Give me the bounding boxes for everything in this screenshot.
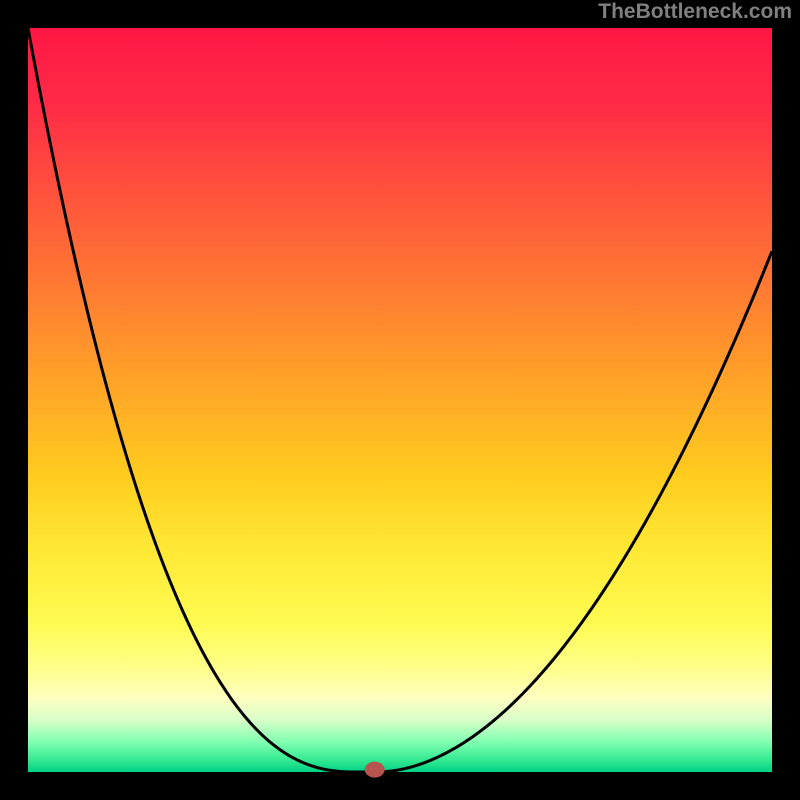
plot-background xyxy=(28,28,772,772)
chart-container: TheBottleneck.com xyxy=(0,0,800,800)
watermark-text: TheBottleneck.com xyxy=(598,0,792,24)
optimal-marker xyxy=(365,762,385,778)
bottleneck-chart xyxy=(0,0,800,800)
